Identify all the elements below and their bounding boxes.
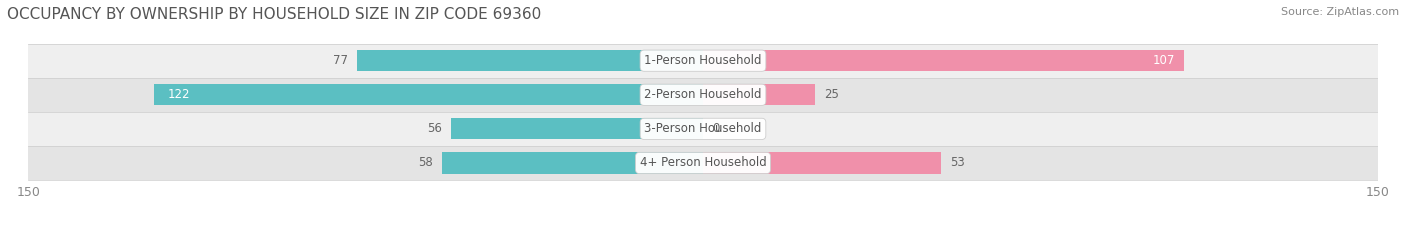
Text: 4+ Person Household: 4+ Person Household xyxy=(640,157,766,169)
Text: 77: 77 xyxy=(333,54,347,67)
Text: Source: ZipAtlas.com: Source: ZipAtlas.com xyxy=(1281,7,1399,17)
Bar xyxy=(357,50,703,71)
Bar xyxy=(28,44,1378,78)
Text: 3-Person Household: 3-Person Household xyxy=(644,122,762,135)
Text: 122: 122 xyxy=(167,88,190,101)
Text: 58: 58 xyxy=(419,157,433,169)
Text: 1-Person Household: 1-Person Household xyxy=(644,54,762,67)
Bar xyxy=(28,146,1378,180)
Text: 0: 0 xyxy=(711,122,720,135)
Bar xyxy=(155,84,703,105)
Bar xyxy=(451,118,703,140)
Bar xyxy=(703,152,942,174)
Text: 53: 53 xyxy=(950,157,965,169)
Text: 107: 107 xyxy=(1153,54,1175,67)
Text: 56: 56 xyxy=(427,122,441,135)
Text: 2-Person Household: 2-Person Household xyxy=(644,88,762,101)
Bar xyxy=(441,152,703,174)
Bar xyxy=(28,78,1378,112)
Bar xyxy=(703,50,1184,71)
Bar xyxy=(703,84,815,105)
Text: 25: 25 xyxy=(824,88,839,101)
Text: OCCUPANCY BY OWNERSHIP BY HOUSEHOLD SIZE IN ZIP CODE 69360: OCCUPANCY BY OWNERSHIP BY HOUSEHOLD SIZE… xyxy=(7,7,541,22)
Bar xyxy=(28,112,1378,146)
